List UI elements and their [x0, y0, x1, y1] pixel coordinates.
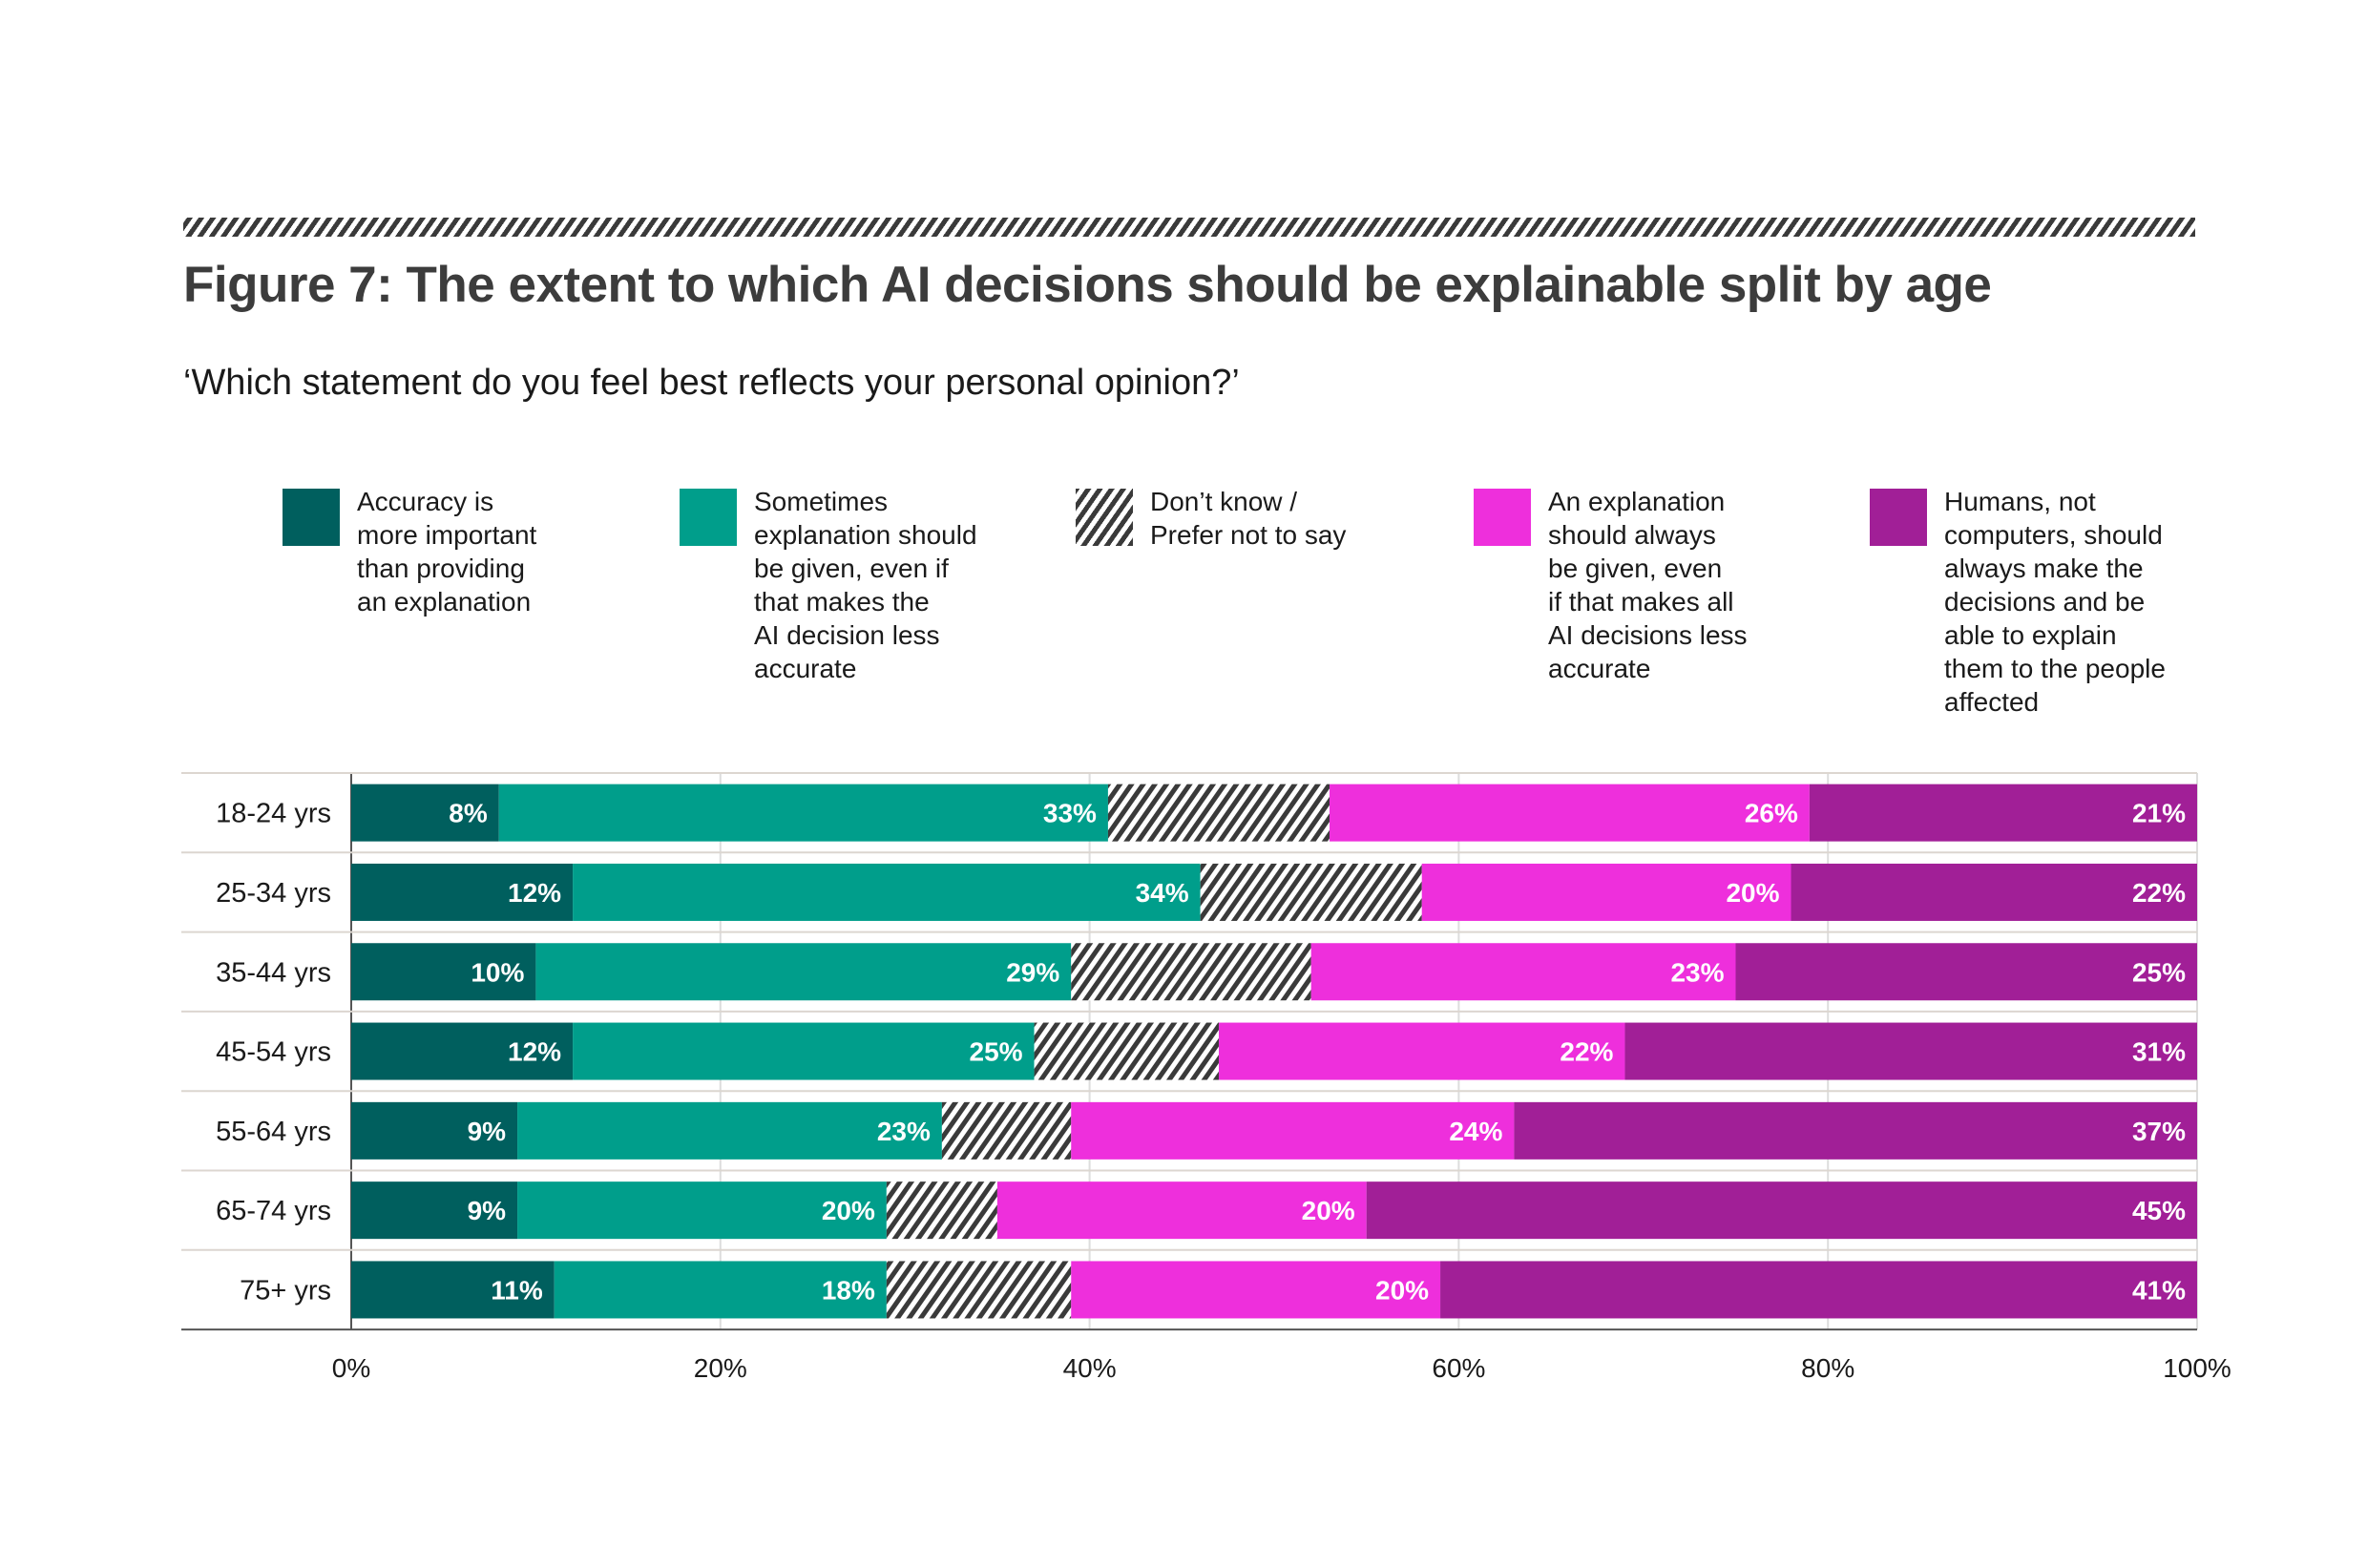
chart-title: Figure 7: The extent to which AI decisio… [183, 257, 1992, 313]
category-label: 45-54 yrs [216, 1037, 331, 1068]
data-label: 26% [1745, 799, 1798, 828]
bar-segment [1791, 863, 2197, 921]
category-label: 65-74 yrs [216, 1196, 331, 1226]
legend-item: Sometimes explanation should be given, e… [680, 487, 1040, 685]
chart-subtitle: ‘Which statement do you feel best reflec… [183, 363, 1240, 403]
bar-segment [1809, 784, 2197, 842]
bar-segment [1071, 1101, 1515, 1160]
data-label: 33% [1043, 799, 1097, 828]
bar-segment [1440, 1261, 2197, 1319]
data-label: 21% [2132, 799, 2186, 828]
bar-segment [554, 1261, 887, 1319]
bar-segment [573, 863, 1201, 921]
category-label: 55-64 yrs [216, 1117, 331, 1147]
data-label: 11% [491, 1275, 543, 1305]
bar-segment [1071, 943, 1311, 1001]
legend-label: Don’t know / Prefer not to say [1150, 487, 1347, 550]
legend-swatch [1076, 489, 1133, 546]
x-tick-label: 20% [694, 1353, 747, 1383]
data-label: 41% [2132, 1275, 2186, 1305]
data-label: 34% [1136, 878, 1189, 908]
legend-label: Accuracy is more important than providin… [357, 487, 537, 617]
legend-item: Accuracy is more important than providin… [283, 487, 643, 618]
bar-segment [941, 1101, 1072, 1160]
legend-label: An explanation should always be given, e… [1548, 487, 1748, 683]
data-label: 8% [449, 799, 488, 828]
data-label: 20% [822, 1196, 875, 1225]
data-label: 22% [1560, 1037, 1613, 1067]
x-tick-label: 80% [1801, 1353, 1854, 1383]
bar-segment [996, 1181, 1367, 1240]
data-label: 18% [822, 1275, 875, 1305]
data-label: 23% [877, 1117, 931, 1146]
bar-segment [351, 1022, 574, 1080]
x-tick-label: 60% [1432, 1353, 1485, 1383]
data-label: 10% [471, 957, 524, 987]
bar-segment [1514, 1101, 2197, 1160]
bar-segment [1330, 784, 1810, 842]
bar-segment [351, 784, 499, 842]
bar-segment [351, 943, 536, 1001]
x-tick-label: 100% [2163, 1353, 2231, 1383]
data-label: 20% [1302, 1196, 1355, 1225]
data-label: 12% [508, 878, 561, 908]
bar-segment [351, 1181, 518, 1240]
data-label: 24% [1449, 1117, 1502, 1146]
legend-item: An explanation should always be given, e… [1474, 487, 1834, 685]
bar-segment [573, 1022, 1035, 1080]
bar-segment [1310, 943, 1736, 1001]
data-label: 12% [508, 1037, 561, 1067]
category-label: 18-24 yrs [216, 799, 331, 829]
data-label: 25% [970, 1037, 1023, 1067]
data-label: 23% [1670, 957, 1724, 987]
bar-segment [535, 943, 1072, 1001]
data-label: 22% [2132, 878, 2186, 908]
bar-segment [498, 784, 1108, 842]
data-label: 25% [2132, 957, 2186, 987]
legend-swatch [680, 489, 737, 546]
bar-segment [1624, 1022, 2197, 1080]
data-label: 45% [2132, 1196, 2186, 1225]
bar-segment [886, 1181, 997, 1240]
data-label: 37% [2132, 1117, 2186, 1146]
decorative-hatched-strip [183, 218, 2195, 237]
bar-segment [517, 1101, 942, 1160]
data-label: 31% [2132, 1037, 2186, 1067]
category-label: 75+ yrs [240, 1275, 331, 1306]
x-tick-label: 40% [1063, 1353, 1117, 1383]
category-label: 35-44 yrs [216, 957, 331, 988]
bar-segment [1107, 784, 1330, 842]
data-label: 9% [468, 1117, 507, 1146]
bar-segment [351, 1101, 518, 1160]
bar-segment [351, 863, 574, 921]
category-label: 25-34 yrs [216, 878, 331, 909]
legend-swatch [283, 489, 340, 546]
x-tick-label: 0% [332, 1353, 370, 1383]
legend-label: Humans, not computers, should always mak… [1944, 487, 2166, 717]
legend-item: Humans, not computers, should always mak… [1870, 487, 2231, 719]
data-label: 29% [1006, 957, 1059, 987]
bar-segment [1218, 1022, 1625, 1080]
bar-segment [1366, 1181, 2197, 1240]
legend-swatch [1870, 489, 1927, 546]
bar-segment [886, 1261, 1072, 1319]
bar-segment [1034, 1022, 1219, 1080]
bar-segment [351, 1261, 555, 1319]
legend-swatch [1474, 489, 1531, 546]
legend-label: Sometimes explanation should be given, e… [754, 487, 977, 683]
data-label: 20% [1726, 878, 1779, 908]
bar-segment [1735, 943, 2197, 1001]
bar-segment [1421, 863, 1791, 921]
legend-item: Don’t know / Prefer not to say [1076, 487, 1436, 552]
data-label: 9% [468, 1196, 507, 1225]
bar-segment [1071, 1261, 1441, 1319]
data-label: 20% [1375, 1275, 1429, 1305]
bar-segment [1200, 863, 1422, 921]
bar-segment [517, 1181, 887, 1240]
